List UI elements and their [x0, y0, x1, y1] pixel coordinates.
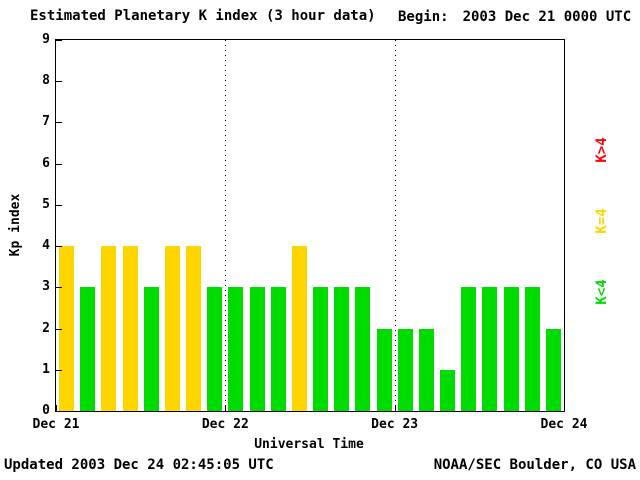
kp-bar [59, 246, 75, 411]
kp-bar [122, 246, 138, 411]
kp-bar [376, 328, 392, 411]
y-axis-title: Kp index [8, 193, 23, 257]
y-tick-label: 6 [42, 155, 50, 171]
kp-bar [418, 328, 434, 411]
kp-bar [503, 287, 519, 411]
updated-timestamp: Updated 2003 Dec 24 02:45:05 UTC [4, 457, 274, 473]
day-boundary-gridline [394, 40, 396, 411]
y-tick-label: 5 [42, 196, 50, 212]
y-tick-mark [56, 411, 62, 412]
y-tick-mark [56, 204, 62, 206]
kp-bar [143, 287, 159, 411]
source-credit: NOAA/SEC Boulder, CO USA [433, 457, 636, 473]
x-tick-label: Dec 21 [32, 417, 80, 432]
kp-bar [397, 328, 413, 411]
kp-bar [291, 246, 307, 411]
y-tick-label: 3 [42, 279, 50, 295]
x-tick-label: Dec 22 [201, 417, 249, 432]
kp-bar [101, 246, 117, 411]
x-tick-mark [564, 405, 565, 411]
y-tick-mark [56, 40, 62, 41]
kp-bar [186, 246, 202, 411]
kp-bar [270, 287, 286, 411]
y-tick-mark [56, 81, 62, 83]
y-tick-mark [56, 369, 62, 371]
kp-bar [524, 287, 540, 411]
y-tick-label: 9 [42, 32, 50, 47]
x-tick-mark [225, 405, 227, 411]
y-tick-mark [56, 122, 62, 124]
kp-bar [461, 287, 477, 411]
x-tick-mark [394, 405, 396, 411]
plot-area [55, 39, 565, 412]
kp-bar [355, 287, 371, 411]
y-tick-label: 1 [42, 361, 50, 377]
kp-bar [334, 287, 350, 411]
y-tick-label: 7 [42, 114, 50, 130]
y-tick-mark [56, 287, 62, 289]
y-tick-mark [56, 246, 62, 248]
kp-bar [482, 287, 498, 411]
x-tick-label: Dec 23 [371, 417, 419, 432]
begin-info: Begin: 2003 Dec 21 0000 UTC [398, 9, 631, 25]
kp-bar [313, 287, 329, 411]
begin-label: Begin: [398, 9, 449, 25]
legend-item: K=4 [594, 208, 610, 234]
legend-item: K<4 [594, 279, 610, 305]
y-tick-mark [56, 328, 62, 330]
y-tick-label: 8 [42, 73, 50, 89]
day-boundary-gridline [225, 40, 227, 411]
x-tick-label: Dec 24 [540, 417, 588, 432]
legend-item: K>4 [594, 137, 610, 163]
kp-bar [207, 287, 223, 411]
begin-value: 2003 Dec 21 0000 UTC [462, 9, 632, 25]
kp-bar [545, 328, 561, 411]
y-tick-mark [56, 163, 62, 165]
kp-bar [249, 287, 265, 411]
chart-title: Estimated Planetary K index (3 hour data… [30, 8, 376, 24]
y-tick-label: 4 [42, 238, 50, 254]
kp-bar [80, 287, 96, 411]
kp-bar [228, 287, 244, 411]
x-tick-mark [56, 405, 57, 411]
y-tick-label: 2 [42, 320, 50, 336]
kp-bar [164, 246, 180, 411]
kp-bar [440, 369, 456, 411]
y-tick-label: 0 [42, 403, 50, 418]
x-axis-title: Universal Time [254, 437, 364, 452]
